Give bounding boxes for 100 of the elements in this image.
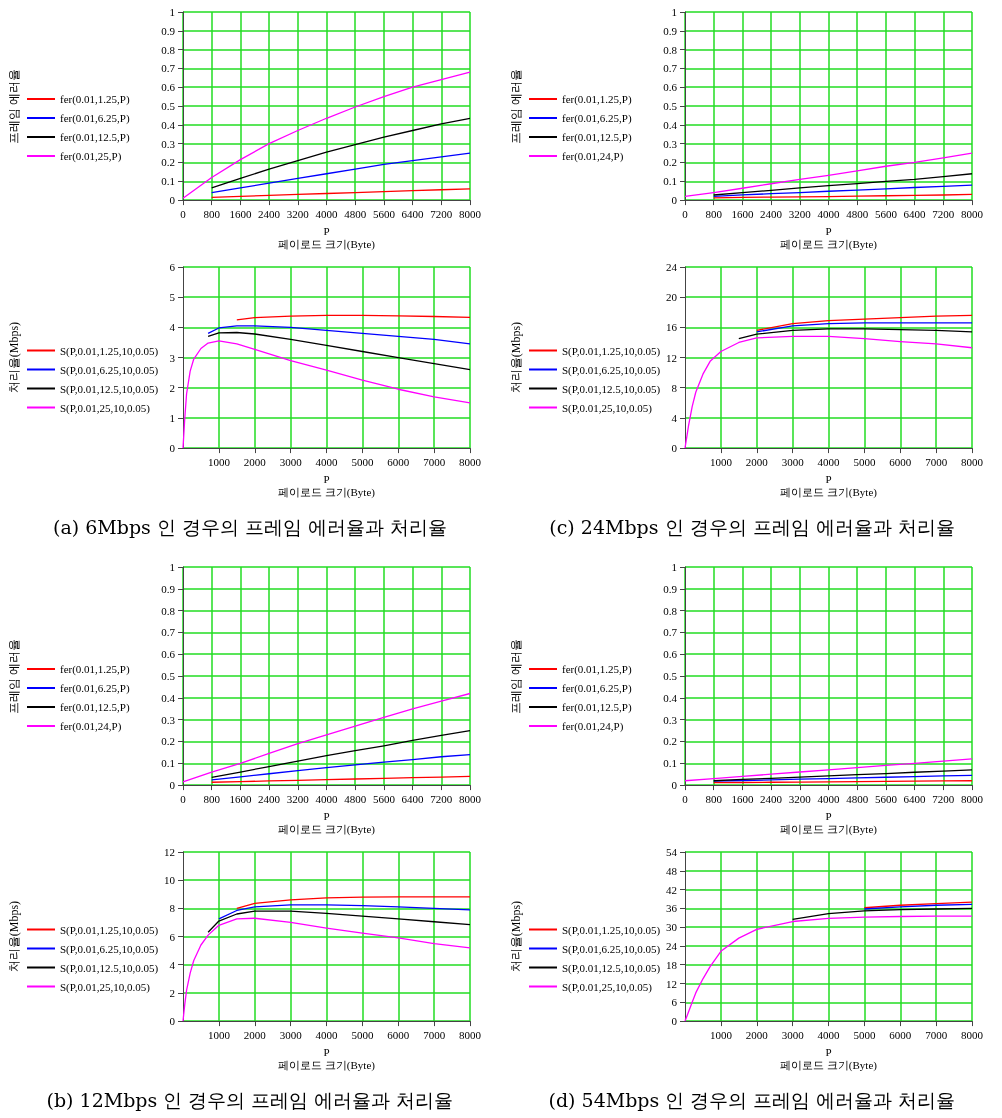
line-series: [211, 117, 471, 189]
y-tick-label: 0: [169, 1015, 176, 1028]
y-tick-label: 0.4: [663, 118, 678, 131]
x-tick-label: 0: [682, 792, 689, 805]
x-tick-label: 1600: [731, 792, 754, 805]
y-axis-title: 처리율(Mbps): [7, 900, 21, 973]
x-tick-label: 3200: [286, 207, 310, 220]
x-tick-label: 8000: [459, 1028, 482, 1041]
x-tick-label: 3200: [788, 207, 812, 220]
x-tick-label: 4000: [315, 1028, 338, 1041]
y-axis-title: 처리율(Mbps): [509, 900, 523, 973]
text: (c) 24Mbps 인 경우의 프레임 에러율과 처리율: [548, 515, 956, 540]
legend-label: S(P,0.01,25,10,0.05): [562, 401, 653, 415]
y-tick-label: 0: [169, 194, 176, 207]
legend-label: fer(0.01,25,P): [60, 150, 122, 163]
x-tick-label: 2400: [760, 792, 783, 805]
x-tick-label: 8000: [961, 1028, 984, 1041]
y-tick-label: 16: [666, 321, 678, 334]
y-tick-label: 0.8: [161, 604, 176, 617]
y-tick-label: 2: [169, 381, 175, 394]
y-tick-label: 0: [671, 442, 678, 455]
y-tick-label: 0.1: [663, 175, 677, 188]
y-tick-label: 1: [169, 6, 175, 18]
y-tick-label: 24: [666, 939, 678, 952]
x-tick-label: 3000: [781, 455, 805, 468]
y-axis-title: 처리율(Mbps): [509, 321, 523, 394]
x-tick-label: 7200: [430, 792, 453, 805]
x-axis-title: P 페이로드 크기(Byte): [780, 224, 878, 251]
y-axis-title: 프레임 에러율: [509, 68, 523, 144]
y-tick-label: 0.3: [161, 713, 176, 726]
x-axis-title: P 페이로드 크기(Byte): [278, 1045, 376, 1072]
y-tick-label: 0.3: [161, 137, 176, 150]
x-tick-label: 2000: [243, 455, 267, 468]
legend-label: S(P,0.01,1.25,10,0.05): [60, 344, 159, 358]
x-tick-label: 4000: [817, 792, 840, 805]
x-tick-label: 7000: [925, 455, 948, 468]
y-tick-label: 0.6: [161, 648, 176, 661]
legend-label: S(P,0.01,6.25,10,0.05): [60, 363, 159, 377]
x-tick-label: 4800: [846, 207, 869, 220]
legend-label: fer(0.01,24,P): [562, 720, 624, 733]
x-tick-label: 4000: [817, 1028, 840, 1041]
x-tick-label: 5600: [372, 792, 396, 805]
legend-label: fer(0.01,24,P): [562, 150, 624, 163]
y-tick-label: 1: [671, 6, 677, 18]
y-axis-title: 처리율(Mbps): [7, 321, 21, 394]
x-tick-label: 8000: [459, 792, 482, 805]
line-series: [211, 753, 471, 781]
y-tick-label: 0.9: [161, 582, 176, 595]
y-tick-label: 0.4: [663, 691, 678, 704]
y-tick-label: 8: [169, 902, 176, 915]
x-tick-label: 4000: [817, 207, 840, 220]
x-tick-label: 0: [180, 792, 187, 805]
line-series: [211, 152, 471, 194]
legend-label: fer(0.01,24,P): [60, 720, 122, 733]
line-series: [713, 769, 973, 782]
x-axis-title: P 페이로드 크기(Byte): [278, 472, 376, 499]
legend-label: S(P,0.01,12.5,10,0.05): [60, 382, 159, 396]
line-series: [791, 907, 973, 920]
y-tick-label: 0.7: [663, 626, 678, 639]
x-tick-label: 1600: [229, 792, 252, 805]
line-series: [218, 904, 471, 920]
y-tick-label: 4: [169, 321, 176, 334]
x-tick-label: 7000: [925, 1028, 948, 1041]
legend-label: S(P,0.01,25,10,0.05): [60, 980, 151, 994]
y-tick-label: 0.2: [161, 735, 175, 748]
y-tick-label: 0.4: [161, 691, 176, 704]
x-tick-label: 3000: [279, 455, 303, 468]
y-tick-label: 0.2: [663, 735, 677, 748]
x-tick-label: 5000: [853, 455, 876, 468]
x-tick-label: 1600: [229, 207, 252, 220]
x-tick-label: 2000: [243, 1028, 267, 1041]
legend-label: S(P,0.01,25,10,0.05): [60, 401, 151, 415]
y-tick-label: 0: [169, 779, 176, 792]
x-tick-label: 7200: [932, 792, 955, 805]
line-series: [738, 328, 973, 340]
x-tick-label: 8000: [459, 207, 482, 220]
y-tick-label: 0.2: [663, 156, 677, 169]
y-tick-label: 48: [666, 864, 678, 877]
y-tick-label: 0.3: [663, 137, 678, 150]
legend-label: fer(0.01,6.25,P): [60, 112, 130, 125]
x-tick-label: 3000: [279, 1028, 303, 1041]
legend-label: fer(0.01,6.25,P): [562, 682, 632, 695]
x-tick-label: 2400: [760, 207, 783, 220]
text: (b) 12Mbps 인 경우의 프레임 에러율과 처리율: [45, 1088, 455, 1113]
y-tick-label: 12: [666, 977, 677, 990]
line-series: [756, 314, 973, 332]
y-tick-label: 0.2: [161, 156, 175, 169]
y-tick-label: 0: [671, 1015, 678, 1028]
y-tick-label: 0.8: [663, 43, 678, 56]
y-tick-label: 0.5: [161, 670, 176, 683]
x-axis-title: P 페이로드 크기(Byte): [780, 472, 878, 499]
x-tick-label: 5000: [351, 1028, 374, 1041]
x-tick-label: 6400: [401, 207, 425, 220]
y-tick-label: 0.7: [663, 62, 678, 75]
y-axis-title: 프레임 에러율: [509, 638, 523, 714]
line-series: [684, 152, 973, 197]
y-tick-label: 30: [666, 921, 678, 934]
x-axis-title: P 페이로드 크기(Byte): [780, 1045, 878, 1072]
y-tick-label: 4: [671, 411, 678, 424]
legend-label: S(P,0.01,1.25,10,0.05): [60, 923, 159, 937]
